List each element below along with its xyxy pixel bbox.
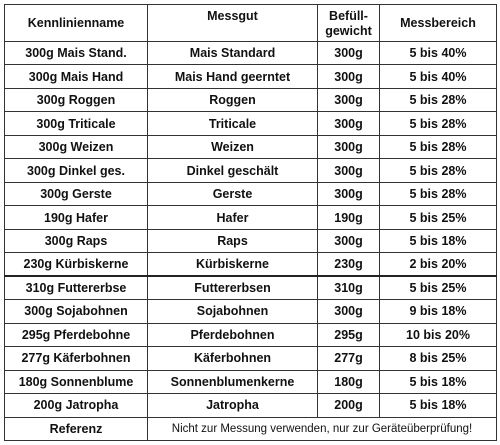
referenz-note: Nicht zur Messung verwenden, nur zur Ger… <box>147 416 497 441</box>
cell-messbereich: 5 bis 40% <box>379 40 497 66</box>
cell-befuellgewicht: 300g <box>317 64 380 89</box>
cell-messgut: Raps <box>147 228 318 254</box>
cell-befuellgewicht: 300g <box>317 181 380 207</box>
table-row: 300g Mais Hand Mais Hand geerntet 300g 5 bi… <box>4 64 497 89</box>
cell-befuellgewicht: 300g <box>317 228 380 254</box>
referenz-label: Referenz <box>4 416 148 441</box>
table-row: 190g Hafer Hafer 190g 5 bis 25% <box>4 205 497 230</box>
cell-messbereich: 8 bis 25% <box>379 346 497 371</box>
cell-kennlinienname: 300g Mais Hand <box>4 64 148 89</box>
cell-messbereich: 5 bis 28% <box>379 134 497 160</box>
table-row: 300g Roggen Roggen 300g 5 bis 28% <box>4 87 497 113</box>
cell-messbereich: 5 bis 28% <box>379 158 497 183</box>
cell-messgut: Sojabohnen <box>147 299 318 324</box>
cell-messgut: Mais Hand geerntet <box>147 64 318 89</box>
cell-messgut: Roggen <box>147 87 318 113</box>
header-row: Kennlinienname Messgut Befüll- gewicht M… <box>4 4 497 42</box>
cell-messbereich: 5 bis 25% <box>379 205 497 230</box>
header-messgut: Messgut <box>147 4 318 42</box>
table-row: 300g Sojabohnen Sojabohnen 300g 9 bis 18% <box>4 299 497 324</box>
cell-befuellgewicht: 300g <box>317 134 380 160</box>
header-befuellgewicht-line1: Befüll- <box>329 9 368 23</box>
header-kennlinienname: Kennlinienname <box>4 4 148 42</box>
kennlinien-table: Kennlinienname Messgut Befüll- gewicht M… <box>4 4 497 441</box>
cell-kennlinienname: 300g Gerste <box>4 181 148 207</box>
cell-messgut: Futtererbsen <box>147 275 318 301</box>
cell-befuellgewicht: 300g <box>317 40 380 66</box>
cell-befuellgewicht: 300g <box>317 111 380 136</box>
cell-messbereich: 5 bis 18% <box>379 393 497 418</box>
cell-messbereich: 5 bis 18% <box>379 369 497 395</box>
cell-kennlinienname: 300g Roggen <box>4 87 148 113</box>
cell-kennlinienname: 300g Weizen <box>4 134 148 160</box>
header-befuellgewicht: Befüll- gewicht <box>317 4 380 42</box>
cell-messbereich: 9 bis 18% <box>379 299 497 324</box>
cell-messgut: Gerste <box>147 181 318 207</box>
cell-messgut: Jatropha <box>147 393 318 418</box>
cell-messbereich: 5 bis 25% <box>379 275 497 301</box>
table-row: 300g Gerste Gerste 300g 5 bis 28% <box>4 181 497 207</box>
cell-messbereich: 5 bis 28% <box>379 181 497 207</box>
cell-kennlinienname: 300g Mais Stand. <box>4 40 148 66</box>
table-row: 277g Käferbohnen Käferbohnen 277g 8 bis 25% <box>4 346 497 371</box>
table-row: 310g Futtererbse Futtererbsen 310g 5 bis 25… <box>4 275 497 301</box>
cell-befuellgewicht: 230g <box>317 252 380 278</box>
cell-messgut: Hafer <box>147 205 318 230</box>
cell-kennlinienname: 300g Triticale <box>4 111 148 136</box>
table-body: 300g Mais Stand. Mais Standard 300g 5 bis 4… <box>4 40 497 441</box>
cell-messgut: Dinkel geschält <box>147 158 318 183</box>
table-row: 230g Kürbiskerne Kürbiskerne 230g 2 bis 20% <box>4 252 497 278</box>
cell-kennlinienname: 277g Käferbohnen <box>4 346 148 371</box>
cell-befuellgewicht: 310g <box>317 275 380 301</box>
table-row: 180g Sonnenblume Sonnenblumenkerne 180g 5 b… <box>4 369 497 395</box>
table-row: 300g Triticale Triticale 300g 5 bis 28% <box>4 111 497 136</box>
table-row: 300g Raps Raps 300g 5 bis 18% <box>4 228 497 254</box>
cell-messgut: Weizen <box>147 134 318 160</box>
cell-messgut: Mais Standard <box>147 40 318 66</box>
cell-kennlinienname: 300g Dinkel ges. <box>4 158 148 183</box>
table-row: 300g Dinkel ges. Dinkel geschält 300g 5 bis… <box>4 158 497 183</box>
table-row: 300g Mais Stand. Mais Standard 300g 5 bis 4… <box>4 40 497 66</box>
cell-messbereich: 5 bis 28% <box>379 111 497 136</box>
cell-kennlinienname: 295g Pferdebohne <box>4 322 148 348</box>
table-row: 295g Pferdebohne Pferdebohnen 295g 10 bis 2… <box>4 322 497 348</box>
cell-befuellgewicht: 277g <box>317 346 380 371</box>
cell-kennlinienname: 230g Kürbiskerne <box>4 252 148 278</box>
cell-befuellgewicht: 295g <box>317 322 380 348</box>
table-row: 300g Weizen Weizen 300g 5 bis 28% <box>4 134 497 160</box>
referenz-row: Referenz Nicht zur Messung verwenden, nur… <box>4 416 497 441</box>
header-befuellgewicht-line2: gewicht <box>325 24 372 38</box>
cell-kennlinienname: 180g Sonnenblume <box>4 369 148 395</box>
cell-messgut: Triticale <box>147 111 318 136</box>
cell-befuellgewicht: 300g <box>317 87 380 113</box>
cell-messgut: Kürbiskerne <box>147 252 318 278</box>
cell-kennlinienname: 190g Hafer <box>4 205 148 230</box>
cell-messgut: Sonnenblumenkerne <box>147 369 318 395</box>
header-messbereich: Messbereich <box>379 4 497 42</box>
cell-messbereich: 5 bis 40% <box>379 64 497 89</box>
cell-befuellgewicht: 300g <box>317 299 380 324</box>
cell-messgut: Käferbohnen <box>147 346 318 371</box>
cell-kennlinienname: 300g Raps <box>4 228 148 254</box>
cell-messbereich: 5 bis 28% <box>379 87 497 113</box>
cell-befuellgewicht: 200g <box>317 393 380 418</box>
cell-befuellgewicht: 180g <box>317 369 380 395</box>
cell-messbereich: 5 bis 18% <box>379 228 497 254</box>
cell-messgut: Pferdebohnen <box>147 322 318 348</box>
cell-messbereich: 2 bis 20% <box>379 252 497 278</box>
cell-kennlinienname: 310g Futtererbse <box>4 275 148 301</box>
cell-kennlinienname: 300g Sojabohnen <box>4 299 148 324</box>
cell-befuellgewicht: 190g <box>317 205 380 230</box>
table-row: 200g Jatropha Jatropha 200g 5 bis 18% <box>4 393 497 418</box>
cell-kennlinienname: 200g Jatropha <box>4 393 148 418</box>
cell-befuellgewicht: 300g <box>317 158 380 183</box>
cell-messbereich: 10 bis 20% <box>379 322 497 348</box>
